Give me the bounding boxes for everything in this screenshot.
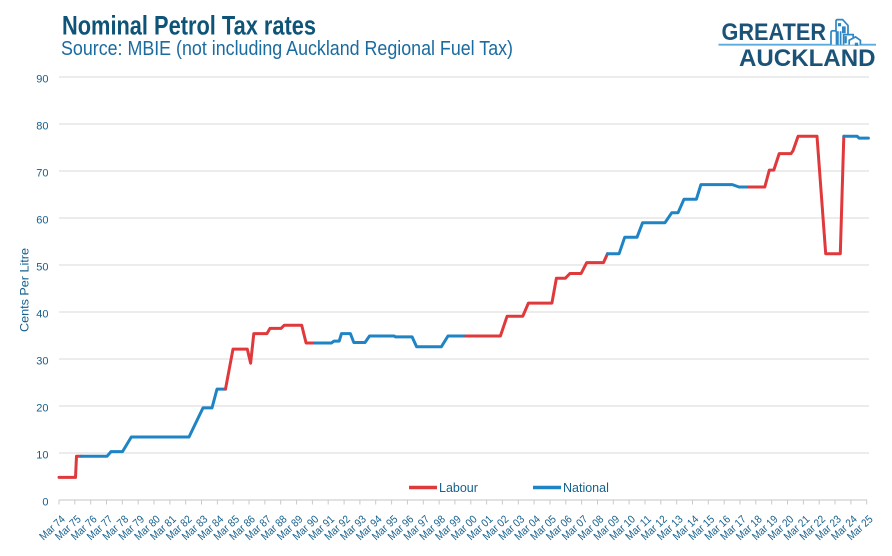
- svg-text:60: 60: [36, 215, 48, 227]
- svg-text:Cents Per Litre: Cents Per Litre: [18, 248, 32, 332]
- svg-text:50: 50: [36, 262, 48, 274]
- svg-text:0: 0: [42, 497, 48, 509]
- svg-text:30: 30: [36, 356, 48, 368]
- svg-text:70: 70: [36, 168, 48, 180]
- svg-text:AUCKLAND: AUCKLAND: [739, 45, 876, 72]
- svg-text:Labour: Labour: [439, 481, 478, 495]
- svg-text:20: 20: [36, 403, 48, 415]
- svg-text:10: 10: [36, 450, 48, 462]
- svg-text:80: 80: [36, 121, 48, 133]
- svg-text:Source: MBIE (not including Au: Source: MBIE (not including Auckland Reg…: [61, 38, 513, 60]
- svg-text:90: 90: [36, 74, 48, 86]
- svg-text:Nominal Petrol Tax rates: Nominal Petrol Tax rates: [62, 11, 316, 41]
- svg-text:National: National: [563, 481, 609, 495]
- svg-text:GREATER: GREATER: [722, 19, 827, 46]
- svg-text:40: 40: [36, 309, 48, 321]
